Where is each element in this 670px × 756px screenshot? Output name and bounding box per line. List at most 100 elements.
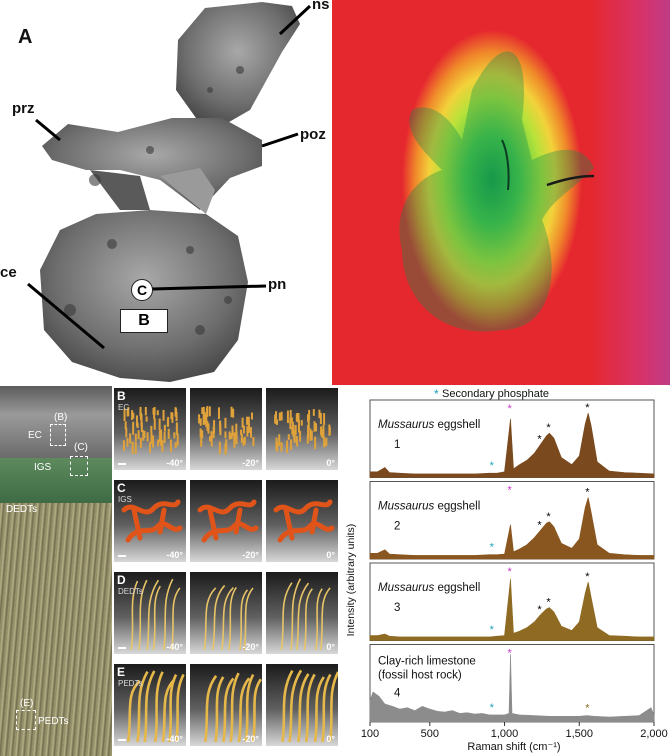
render-cell: 0° — [266, 480, 338, 562]
crystal-unit — [291, 421, 294, 435]
x-tick-label: 2,000 — [640, 728, 668, 740]
crystal-unit — [278, 434, 281, 447]
peak-star: * — [546, 597, 551, 609]
crystal-unit — [175, 412, 178, 422]
render-structure — [281, 669, 338, 743]
tomo-label-dedts: DEDTs — [6, 504, 38, 515]
crystal-unit — [228, 434, 231, 440]
tubule — [152, 585, 161, 651]
crystal-unit — [319, 412, 322, 425]
row-letter: E — [117, 665, 126, 679]
crystal-unit — [149, 442, 152, 453]
label-ce: ce — [0, 264, 17, 281]
render-cell: C IGS -40° — [114, 480, 186, 562]
tubule — [130, 580, 139, 651]
tubule — [239, 589, 249, 651]
peak-star: * — [546, 422, 551, 434]
crystal-unit — [153, 406, 156, 415]
crystal-unit — [204, 416, 207, 425]
rotation-angle: -40° — [166, 734, 183, 744]
series-area — [369, 578, 655, 641]
region-e-box — [16, 710, 36, 730]
label-box-b: B — [120, 309, 168, 333]
x-tick-label: 100 — [361, 728, 379, 740]
crystal-unit — [134, 441, 137, 454]
peak-star: * — [585, 402, 590, 414]
crystal-unit — [307, 425, 310, 438]
crystal-unit — [309, 428, 312, 441]
crystal-unit — [213, 420, 216, 434]
phosphate-star: * — [490, 624, 495, 636]
tubule — [126, 680, 141, 743]
crystal-unit — [242, 438, 245, 446]
layer-igs — [0, 458, 112, 503]
series-name-line2: (fossil host rock) — [378, 670, 462, 682]
crystal-unit — [199, 418, 202, 426]
crystal-unit — [295, 435, 298, 445]
series-name: Mussaurus eggshell — [378, 419, 480, 431]
crystal-unit — [170, 412, 173, 420]
render-structure — [203, 584, 254, 651]
crystal-unit — [310, 430, 313, 441]
rotation-angle: -20° — [242, 550, 259, 560]
crystal-unit — [240, 433, 243, 444]
crystal-unit — [218, 420, 221, 430]
render-cell: B EC -40° — [114, 388, 186, 470]
crystal-unit — [207, 423, 210, 434]
crystal-unit — [287, 434, 290, 440]
crystal-unit — [160, 436, 163, 447]
crystal-unit — [157, 439, 160, 447]
crystal-unit — [250, 412, 253, 420]
tubule — [295, 582, 310, 651]
tubule — [174, 673, 185, 743]
tubule — [315, 588, 323, 651]
phosphate-star: * — [490, 542, 495, 554]
rotation-angle: 0° — [326, 550, 335, 560]
series-number: 3 — [394, 602, 400, 614]
crystal-unit — [307, 418, 310, 430]
series-area — [369, 654, 655, 723]
crystal-unit — [139, 437, 142, 448]
crystal-unit — [209, 436, 212, 442]
crystal-unit — [201, 407, 204, 415]
scale-bar — [118, 739, 126, 741]
series-name-line1: Clay-rich limestone — [378, 656, 476, 668]
crystal-unit — [299, 430, 302, 442]
tubule — [153, 671, 164, 743]
render-structure — [280, 578, 331, 651]
crystal-unit — [140, 422, 143, 433]
crystal-unit — [134, 433, 137, 441]
crystal-unit — [247, 426, 250, 433]
tubule — [228, 586, 237, 651]
tubule — [243, 587, 254, 651]
peak-star: * — [585, 487, 590, 499]
crystal-unit — [323, 436, 326, 448]
peak-star: * — [585, 571, 590, 583]
crystal-unit — [280, 411, 283, 421]
row-tag: PEDTs — [118, 679, 143, 688]
crystal-unit — [297, 413, 300, 423]
crystal-unit — [176, 433, 179, 446]
crystal-unit — [153, 412, 156, 420]
crystal-unit — [163, 431, 166, 444]
crystal-unit — [122, 440, 125, 452]
crystal-unit — [278, 412, 281, 421]
crystal-unit — [290, 417, 293, 423]
crystal-unit — [233, 436, 236, 448]
crystal-unit — [276, 419, 279, 425]
crystal-unit — [202, 406, 205, 415]
crystal-unit — [242, 425, 245, 434]
row-tag: EC — [118, 403, 130, 412]
peak-star: * — [537, 519, 542, 531]
crystal-unit — [286, 443, 289, 449]
crystal-unit — [144, 406, 147, 416]
crystal-unit — [246, 426, 249, 437]
crystal-unit — [167, 428, 170, 439]
tomo-label-c: (C) — [74, 442, 88, 453]
crystal-unit — [232, 408, 235, 418]
tubule — [303, 588, 313, 651]
scale-bar — [118, 463, 126, 465]
crystal-unit — [243, 436, 246, 445]
crystal-unit — [217, 407, 220, 419]
legend-star: * — [434, 387, 439, 401]
